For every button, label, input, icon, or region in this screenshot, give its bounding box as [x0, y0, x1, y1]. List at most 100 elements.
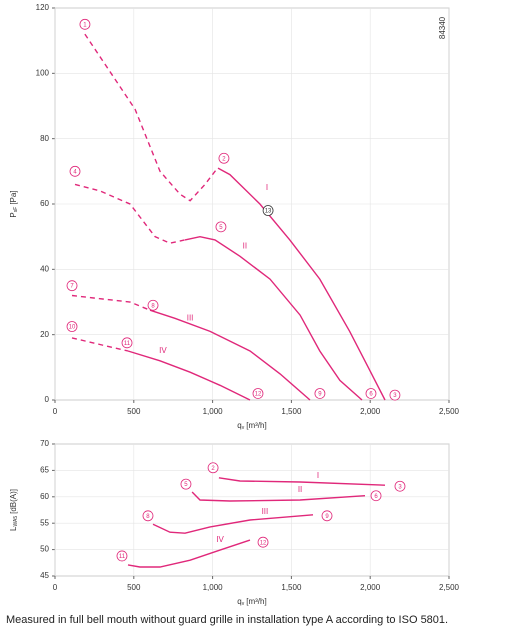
curve [191, 491, 366, 502]
annotation-circle [215, 221, 227, 233]
x-tick-label: 1,000 [203, 583, 224, 592]
x-tick-label: 0 [53, 407, 58, 416]
y-axis-label: LWA5 [dB(A)] [9, 489, 19, 531]
annotation: 2 [211, 466, 215, 472]
annotation-circle [370, 490, 382, 502]
y-label-sub: WA5 [13, 516, 19, 527]
annotation-circle [218, 152, 230, 164]
y-tick-label: 50 [40, 545, 49, 554]
curve [127, 539, 251, 568]
curve-label: I [317, 471, 319, 480]
y-tick-label: 80 [40, 134, 49, 143]
x-tick-label: 2,000 [360, 407, 381, 416]
annotation-circle [147, 299, 159, 311]
annotation: 2 [222, 156, 226, 162]
caption: Measured in full bell mouth without guar… [6, 614, 448, 626]
annotation-circle [262, 205, 274, 216]
annotation: 8 [151, 303, 155, 309]
curve [218, 477, 386, 486]
y-tick-label: 100 [36, 68, 50, 77]
annotation: 9 [318, 392, 322, 398]
curve [217, 167, 386, 401]
annotation: 11 [124, 341, 131, 347]
x-tick-label: 2,500 [439, 407, 460, 416]
annotation-circle [207, 462, 219, 474]
annotation: 10 [69, 325, 76, 331]
annotation: 4 [73, 169, 77, 175]
curve [71, 294, 151, 311]
annotation-circle [389, 389, 401, 401]
annotation: 12 [255, 392, 262, 398]
annotation: 13 [265, 209, 272, 215]
x-label-sub: v [242, 425, 245, 431]
annotation: 6 [374, 494, 378, 500]
y-axis-label: PsF [Pa] [9, 190, 19, 217]
y-label-sub: sF [13, 207, 19, 213]
curve-label: IV [216, 535, 224, 544]
x-label-main: q [237, 421, 241, 430]
annotation: 3 [393, 393, 397, 399]
y-tick-label: 20 [40, 330, 49, 339]
annotation: 5 [219, 225, 223, 231]
annotation: 9 [325, 514, 329, 520]
annotation-circle [79, 18, 91, 30]
curve [71, 337, 129, 352]
y-label-main: P [9, 212, 18, 217]
y-label-unit: [Pa] [9, 190, 18, 204]
annotation: 1 [83, 22, 87, 28]
y-label-main: L [9, 526, 18, 531]
y-tick-label: 65 [40, 466, 49, 475]
annotation-circle [142, 510, 154, 522]
curve-label: II [298, 485, 302, 494]
annotation-circle [121, 337, 133, 349]
x-tick-label: 2,000 [360, 583, 381, 592]
annotation-circle [69, 165, 81, 177]
curve-label: IV [159, 346, 167, 355]
annotation-circle [66, 321, 78, 332]
annotation-circle [116, 550, 128, 562]
annotation: 12 [260, 540, 267, 546]
curve [184, 235, 363, 401]
curve-label: III [262, 507, 269, 516]
annotation: 7 [70, 284, 74, 290]
curve [149, 309, 311, 401]
figure-code: 84340 [438, 16, 447, 39]
x-tick-label: 500 [127, 407, 141, 416]
annotation: 5 [184, 482, 188, 488]
x-tick-label: 0 [53, 583, 58, 592]
curve [84, 33, 219, 202]
y-label-unit: [dB(A)] [9, 489, 18, 514]
curve [127, 350, 251, 401]
curve-label: III [187, 313, 194, 322]
x-label-unit: [m³/h] [246, 421, 266, 430]
curve-label: I [266, 183, 268, 192]
curve [74, 183, 186, 244]
annotation-circle [252, 388, 264, 399]
y-tick-label: 60 [40, 492, 49, 501]
y-tick-label: 55 [40, 518, 49, 527]
y-tick-label: 45 [40, 571, 49, 580]
x-label-main: q [237, 597, 241, 606]
curve [152, 514, 314, 534]
annotation-circle [365, 388, 377, 399]
annotation: 11 [119, 554, 126, 560]
annotation: 3 [398, 484, 402, 490]
annotation-circle [321, 510, 333, 522]
annotation-circle [257, 536, 269, 548]
y-tick-label: 0 [45, 395, 50, 404]
annotation: 8 [146, 514, 150, 520]
annotation-circle [314, 388, 326, 399]
curve-label: II [243, 242, 247, 251]
x-tick-label: 2,500 [439, 583, 460, 592]
annotation-circle [66, 280, 78, 292]
x-tick-label: 1,000 [203, 407, 224, 416]
y-tick-label: 60 [40, 199, 49, 208]
annotation-circle [394, 480, 406, 492]
x-axis-label: qv [m³/h] [237, 421, 266, 431]
annotation-circle [180, 478, 192, 490]
y-tick-label: 40 [40, 264, 49, 273]
x-label-unit: [m³/h] [246, 597, 266, 606]
x-axis-label: qv [m³/h] [237, 597, 266, 607]
